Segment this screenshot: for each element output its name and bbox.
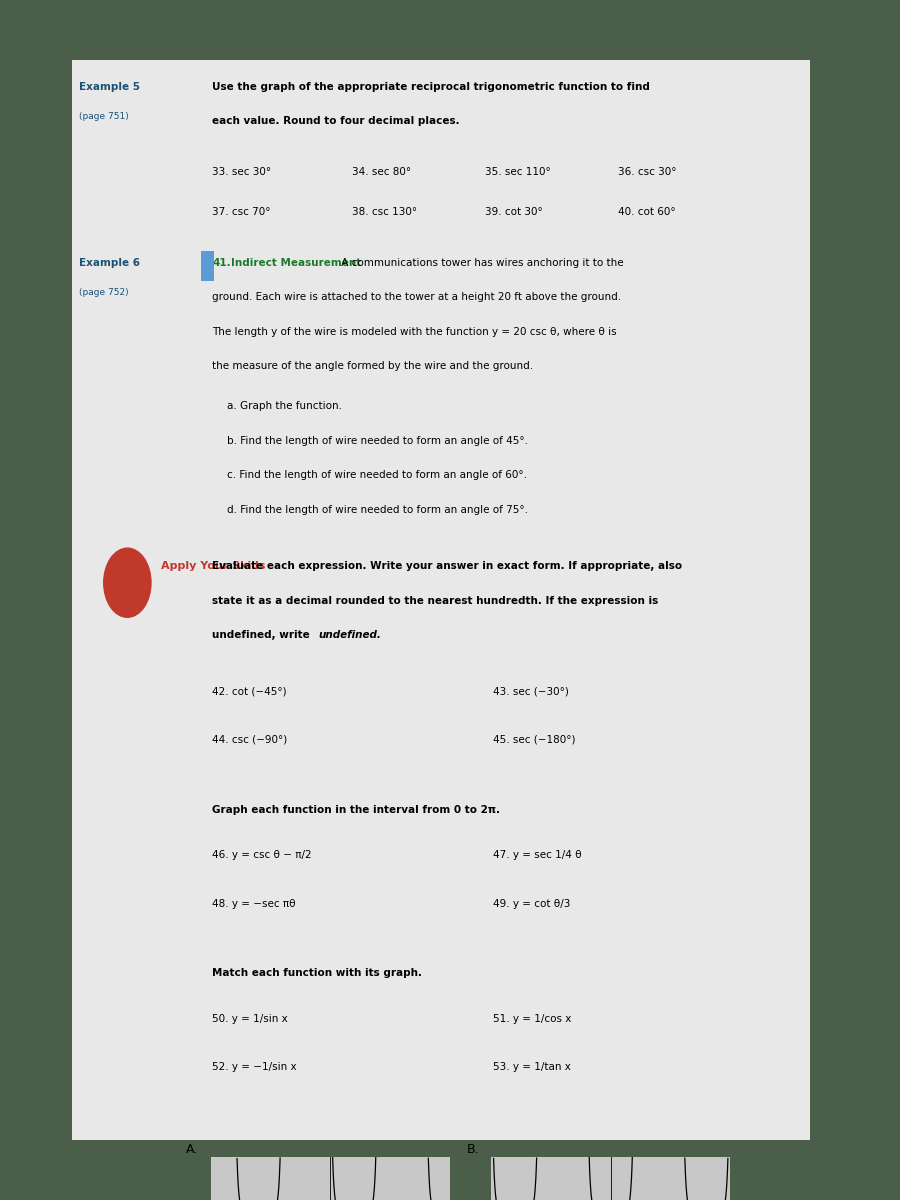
- Text: 50. y = 1/sin x: 50. y = 1/sin x: [212, 1014, 288, 1024]
- Text: undefined.: undefined.: [319, 630, 382, 641]
- Bar: [201, 251, 214, 282]
- Text: 33. sec 30°: 33. sec 30°: [212, 167, 271, 176]
- Text: 34. sec 80°: 34. sec 80°: [353, 167, 411, 176]
- Text: Indirect Measurement: Indirect Measurement: [230, 258, 361, 268]
- Text: 48. y = −sec πθ: 48. y = −sec πθ: [212, 899, 296, 908]
- Bar: [485, 1148, 736, 1200]
- Text: B: B: [123, 577, 131, 588]
- Text: The length y of the wire is modeled with the function y = 20 csc θ, where θ is: The length y of the wire is modeled with…: [212, 326, 616, 337]
- Text: 39. cot 30°: 39. cot 30°: [485, 206, 543, 217]
- Text: c. Find the length of wire needed to form an angle of 60°.: c. Find the length of wire needed to for…: [227, 470, 527, 480]
- Text: A.: A.: [186, 1144, 199, 1156]
- Text: 52. y = −1/sin x: 52. y = −1/sin x: [212, 1062, 297, 1073]
- Text: 37. csc 70°: 37. csc 70°: [212, 206, 271, 217]
- Text: 53. y = 1/tan x: 53. y = 1/tan x: [492, 1062, 571, 1073]
- Text: 41.: 41.: [212, 258, 230, 268]
- Text: Use the graph of the appropriate reciprocal trigonometric function to find: Use the graph of the appropriate recipro…: [212, 82, 650, 91]
- Text: 42. cot (−45°): 42. cot (−45°): [212, 686, 287, 696]
- Text: Example 5: Example 5: [79, 82, 140, 91]
- Text: 46. y = csc θ − π/2: 46. y = csc θ − π/2: [212, 850, 311, 860]
- Text: B.: B.: [467, 1144, 480, 1156]
- Circle shape: [104, 548, 151, 617]
- Text: d. Find the length of wire needed to form an angle of 75°.: d. Find the length of wire needed to for…: [227, 505, 528, 515]
- Text: each value. Round to four decimal places.: each value. Round to four decimal places…: [212, 116, 460, 126]
- Text: 45. sec (−180°): 45. sec (−180°): [492, 734, 575, 745]
- Text: 43. sec (−30°): 43. sec (−30°): [492, 686, 569, 696]
- Text: undefined, write: undefined, write: [212, 630, 313, 641]
- Text: A communications tower has wires anchoring it to the: A communications tower has wires anchori…: [338, 258, 624, 268]
- Text: (page 751): (page 751): [79, 112, 129, 121]
- Text: (page 752): (page 752): [79, 288, 129, 296]
- Text: 40. cot 60°: 40. cot 60°: [618, 206, 676, 217]
- Text: Evaluate each expression. Write your answer in exact form. If appropriate, also: Evaluate each expression. Write your ans…: [212, 562, 682, 571]
- Text: 47. y = sec 1/4 θ: 47. y = sec 1/4 θ: [492, 850, 581, 860]
- Text: Example 6: Example 6: [79, 258, 140, 268]
- Text: Match each function with its graph.: Match each function with its graph.: [212, 968, 422, 978]
- Text: 44. csc (−90°): 44. csc (−90°): [212, 734, 287, 745]
- Text: 35. sec 110°: 35. sec 110°: [485, 167, 551, 176]
- Text: state it as a decimal rounded to the nearest hundredth. If the expression is: state it as a decimal rounded to the nea…: [212, 595, 659, 606]
- Text: b. Find the length of wire needed to form an angle of 45°.: b. Find the length of wire needed to for…: [227, 436, 528, 446]
- Text: the measure of the angle formed by the wire and the ground.: the measure of the angle formed by the w…: [212, 361, 534, 371]
- Text: 36. csc 30°: 36. csc 30°: [618, 167, 677, 176]
- Text: 38. csc 130°: 38. csc 130°: [353, 206, 418, 217]
- Text: 51. y = 1/cos x: 51. y = 1/cos x: [492, 1014, 571, 1024]
- Text: Graph each function in the interval from 0 to 2π.: Graph each function in the interval from…: [212, 805, 500, 815]
- Text: Apply Your Skills: Apply Your Skills: [160, 562, 265, 571]
- Text: a. Graph the function.: a. Graph the function.: [227, 401, 342, 412]
- Text: ground. Each wire is attached to the tower at a height 20 ft above the ground.: ground. Each wire is attached to the tow…: [212, 292, 621, 302]
- Bar: [205, 1148, 455, 1200]
- Text: 49. y = cot θ/3: 49. y = cot θ/3: [492, 899, 570, 908]
